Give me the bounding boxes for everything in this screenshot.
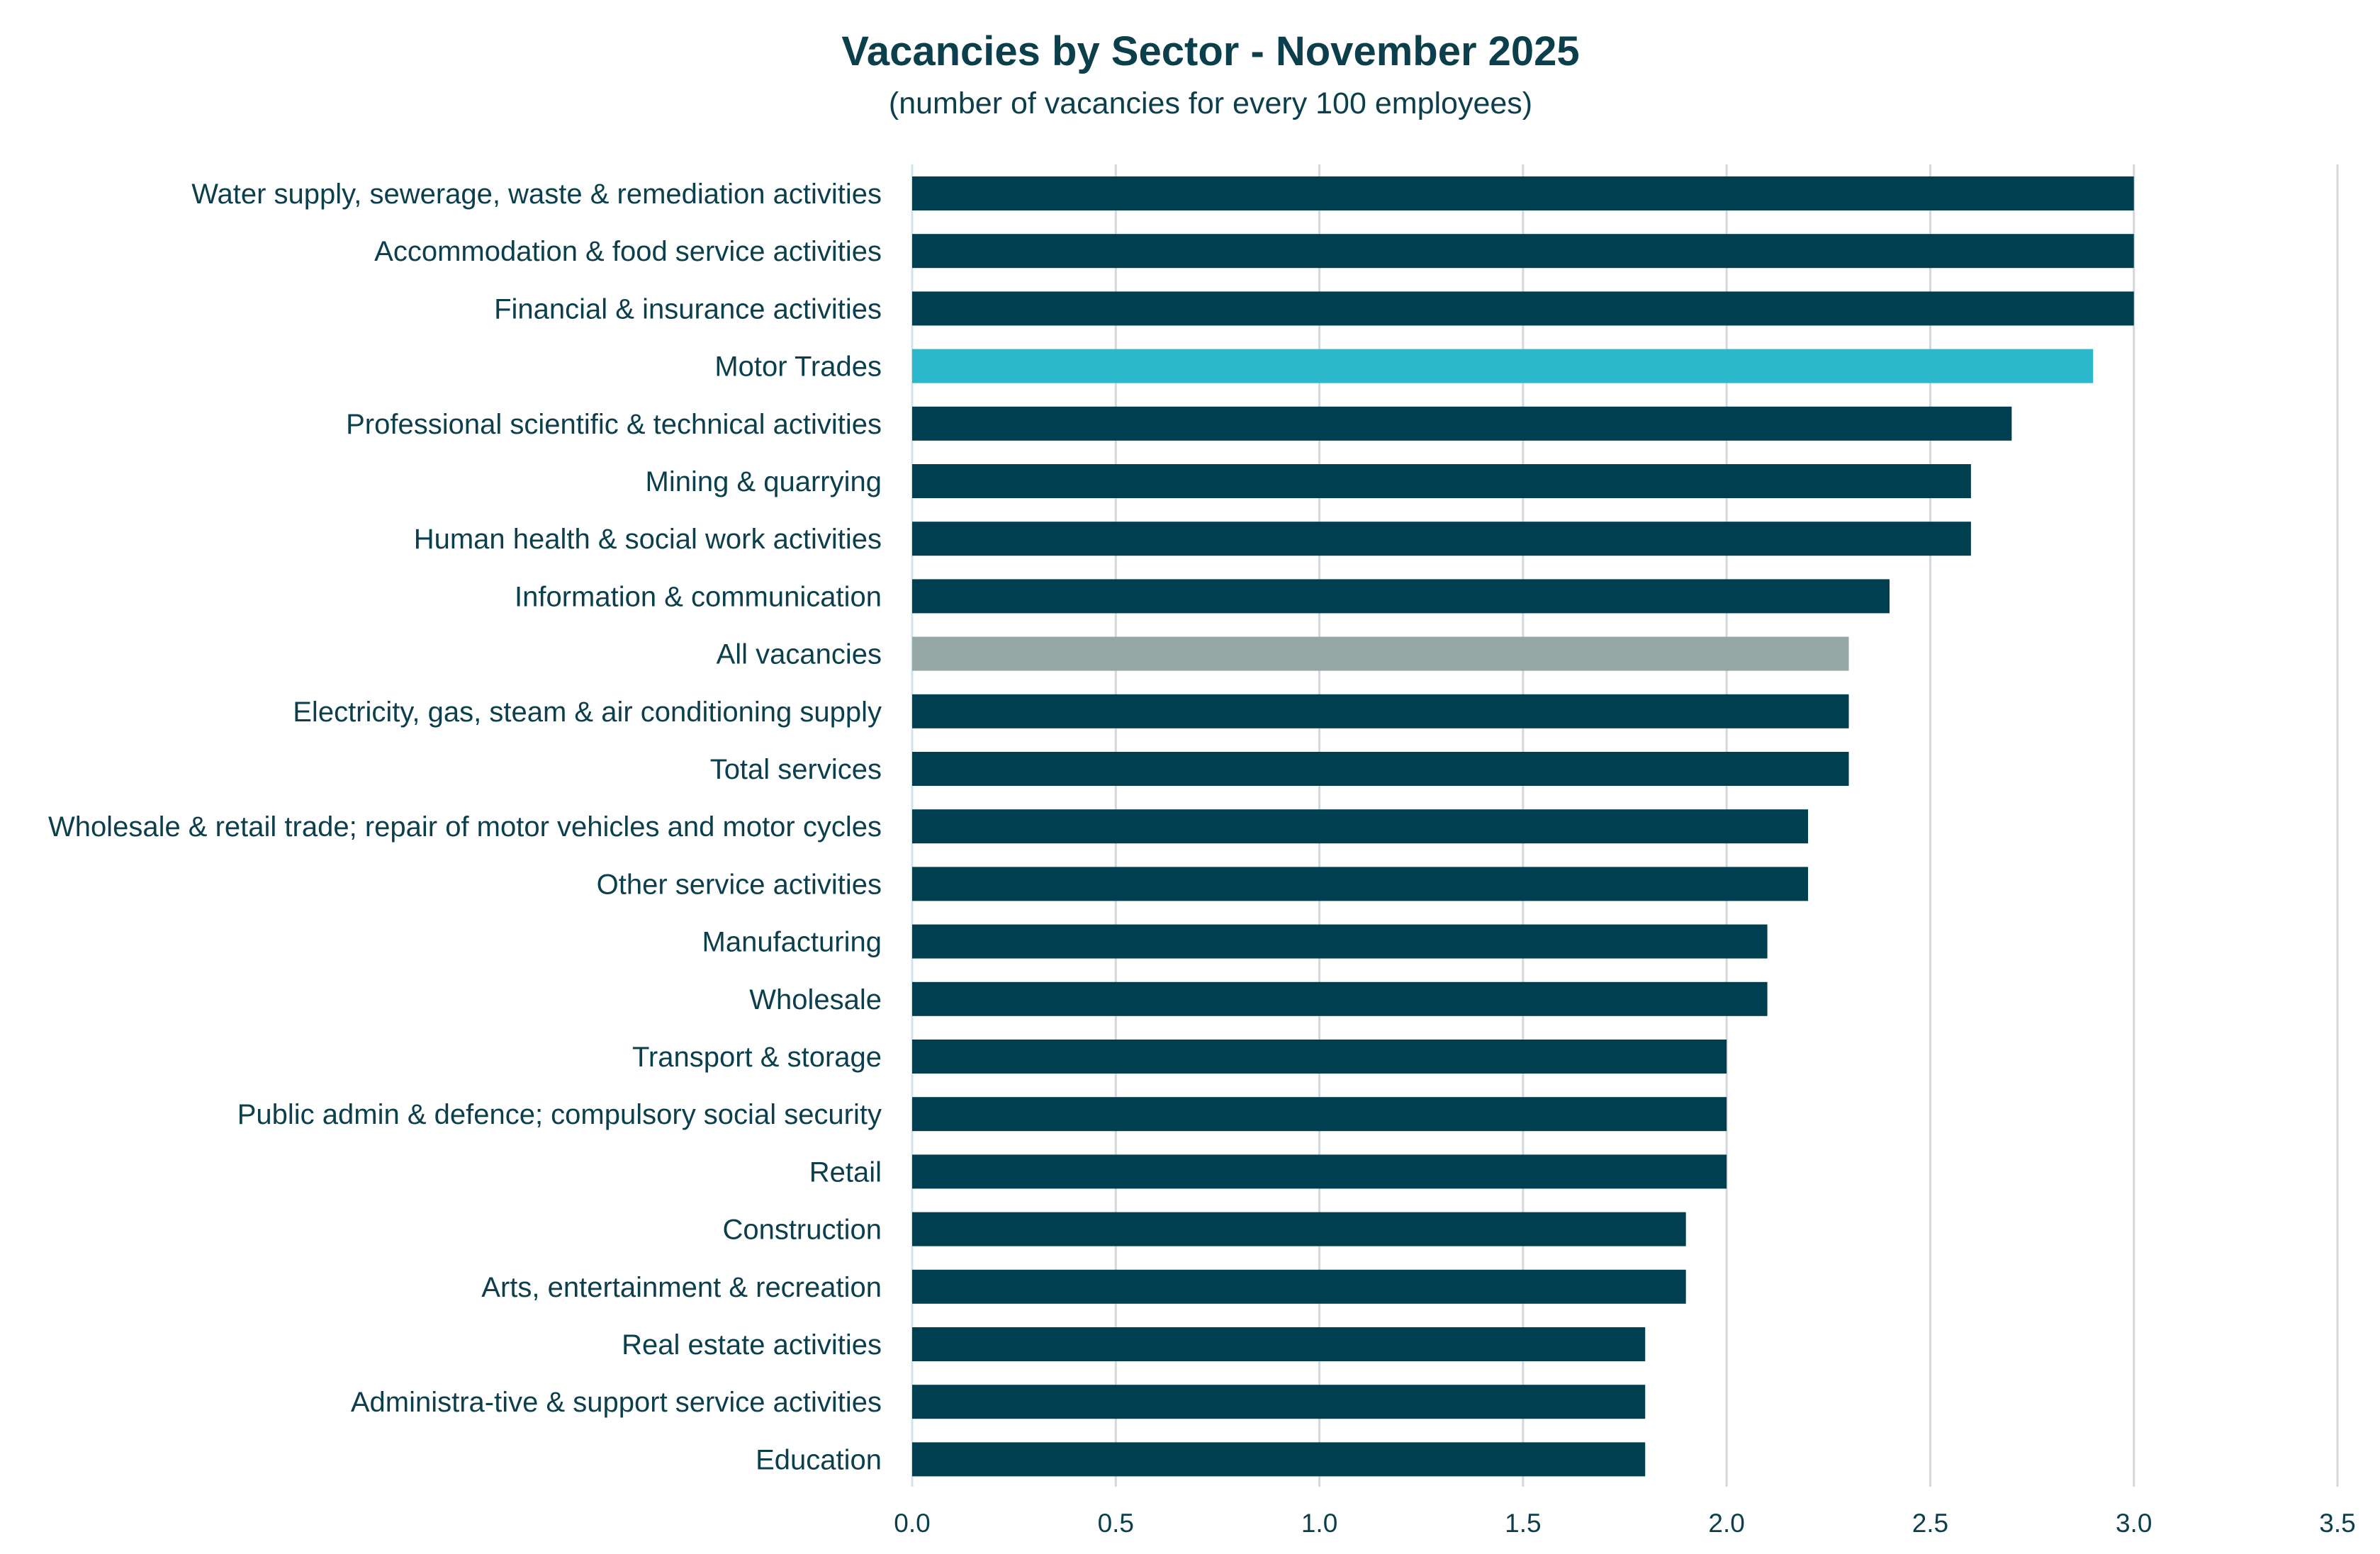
- category-label: Transport & storage: [632, 1042, 882, 1073]
- category-label: Mining & quarrying: [646, 466, 882, 497]
- bar: [912, 579, 1890, 614]
- bar: [912, 981, 1768, 1016]
- category-label: All vacancies: [717, 639, 882, 670]
- bar: [912, 1442, 1646, 1477]
- bar: [912, 176, 2134, 210]
- category-label: Human health & social work activities: [414, 524, 882, 555]
- x-tick-label: 3.0: [2116, 1509, 2152, 1538]
- bar: [912, 1097, 1727, 1132]
- category-label: Water supply, sewerage, waste & remediat…: [191, 179, 882, 210]
- bar: [912, 809, 1809, 844]
- bars: [912, 176, 2134, 1477]
- bar: [912, 1327, 1646, 1361]
- category-label: Construction: [722, 1215, 882, 1246]
- category-label: Arts, entertainment & recreation: [481, 1272, 882, 1303]
- bar: [912, 1385, 1646, 1419]
- category-label: Professional scientific & technical acti…: [346, 409, 882, 440]
- chart-title: Vacancies by Sector - November 2025: [841, 28, 1579, 74]
- bar: [912, 636, 1849, 671]
- bar: [912, 1212, 1686, 1246]
- x-tick-label: 3.5: [2319, 1509, 2355, 1538]
- category-label: Information & communication: [515, 581, 882, 612]
- x-tick-label: 0.0: [894, 1509, 930, 1538]
- bar: [912, 752, 1849, 786]
- bar: [912, 406, 2012, 441]
- bar: [912, 291, 2134, 326]
- bar: [912, 924, 1768, 959]
- category-label: Other service activities: [597, 869, 882, 900]
- bar: [912, 349, 2094, 383]
- bar: [912, 1154, 1727, 1189]
- category-label: Wholesale & retail trade; repair of moto…: [48, 811, 882, 843]
- x-axis-ticks: 0.0 0.5 1.0 1.5 2.0 2.5 3.0 3.5: [894, 1509, 2355, 1538]
- bar: [912, 522, 1971, 556]
- category-labels: Water supply, sewerage, waste & remediat…: [48, 179, 882, 1475]
- x-tick-label: 1.0: [1301, 1509, 1337, 1538]
- bar: [912, 464, 1971, 498]
- bar: [912, 694, 1849, 728]
- category-label: Administra-tive & support service activi…: [351, 1387, 882, 1418]
- x-tick-label: 1.5: [1505, 1509, 1541, 1538]
- bar: [912, 234, 2134, 269]
- category-label: Real estate activities: [622, 1329, 882, 1361]
- category-label: Financial & insurance activities: [494, 293, 882, 325]
- bar: [912, 1269, 1686, 1304]
- category-label: Retail: [809, 1156, 882, 1188]
- category-label: Electricity, gas, steam & air conditioni…: [293, 697, 882, 728]
- chart-subtitle: (number of vacancies for every 100 emplo…: [889, 86, 1532, 120]
- x-tick-label: 0.5: [1098, 1509, 1134, 1538]
- category-label: Education: [756, 1444, 882, 1475]
- category-label: Accommodation & food service activities: [374, 236, 882, 267]
- x-tick-label: 2.5: [1912, 1509, 1948, 1538]
- bar: [912, 867, 1809, 901]
- category-label: Motor Trades: [714, 351, 882, 383]
- x-tick-label: 2.0: [1708, 1509, 1744, 1538]
- category-label: Manufacturing: [702, 927, 882, 958]
- bar: [912, 1040, 1727, 1074]
- category-label: Wholesale: [749, 984, 882, 1015]
- category-label: Public admin & defence; compulsory socia…: [237, 1099, 882, 1130]
- category-label: Total services: [710, 754, 882, 785]
